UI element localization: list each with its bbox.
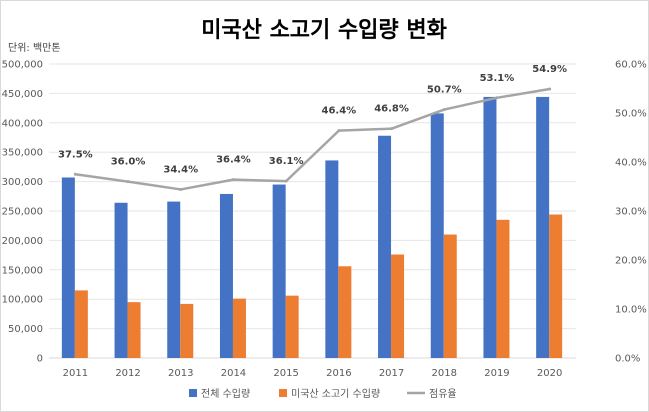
bar-미국산-소고기-수입량-2015	[285, 295, 299, 358]
x-tick-label: 2012	[115, 368, 140, 379]
bar-미국산-소고기-수입량-2014	[232, 298, 246, 358]
y-left-tick-label: 250,000	[2, 207, 43, 218]
x-tick-label: 2018	[432, 368, 457, 379]
y-right-tick-label: 0.0%	[615, 354, 640, 365]
share-point-2019	[495, 96, 499, 100]
share-point-2017	[390, 127, 394, 131]
share-data-label: 50.7%	[427, 85, 462, 96]
legend-swatch	[279, 389, 287, 397]
legend-label: 미국산 소고기 수입량	[291, 387, 380, 400]
share-data-label: 34.4%	[163, 164, 198, 175]
y-left-tick-label: 0	[37, 354, 43, 365]
bar-전체-수입량-2017	[378, 135, 392, 358]
y-right-tick-label: 30.0%	[615, 207, 647, 218]
y-left-tick-label: 300,000	[2, 177, 43, 188]
bar-미국산-소고기-수입량-2013	[180, 303, 194, 358]
x-tick-label: 2017	[379, 368, 404, 379]
x-tick-label: 2019	[484, 368, 509, 379]
share-point-2018	[442, 108, 446, 112]
y-right-tick-label: 20.0%	[615, 256, 647, 267]
share-data-label: 36.0%	[111, 157, 146, 168]
share-line: 37.5% 36.0% 34.4% 36.4% 36.1% 46.4% 46.8% 50.7%…	[58, 64, 567, 191]
y-left-tick-label: 200,000	[2, 236, 43, 247]
bar-전체-수입량-2015	[272, 184, 286, 358]
unit-label: 단위: 백만톤	[8, 41, 61, 54]
share-point-2013	[179, 187, 183, 191]
x-tick-label: 2013	[168, 368, 193, 379]
bar-미국산-소고기-수입량-2018	[443, 234, 457, 358]
y-right-tick-label: 10.0%	[615, 305, 647, 316]
y-axis-left: 0 50,000 100,000 150,000 200,000 250,000 300,0…	[2, 60, 43, 365]
bar-전체-수입량-2020	[536, 96, 550, 358]
x-axis: 2011 2012 2013 2014 2015 2016 2017 2018 2019 2020	[63, 368, 563, 379]
bar-미국산-소고기-수입량-2017	[391, 254, 405, 358]
bar-미국산-소고기-수입량-2016	[338, 266, 352, 358]
share-data-label: 46.8%	[374, 104, 409, 115]
x-tick-label: 2015	[273, 368, 298, 379]
y-left-tick-label: 400,000	[2, 118, 43, 129]
share-point-2020	[548, 87, 552, 91]
share-point-2016	[337, 129, 341, 133]
bar-전체-수입량-2013	[167, 201, 181, 358]
x-tick-label: 2020	[537, 368, 562, 379]
x-tick-label: 2011	[63, 368, 88, 379]
y-axis-right: 0.0% 10.0% 20.0% 30.0% 40.0% 50.0% 60.0%	[615, 60, 647, 365]
share-line-path	[75, 87, 550, 191]
legend-swatch	[189, 389, 197, 397]
share-data-label: 54.9%	[532, 64, 567, 75]
y-left-tick-label: 500,000	[2, 60, 43, 71]
chart-title: 미국산 소고기 수입량 변화	[201, 18, 447, 43]
share-data-label: 37.5%	[58, 149, 93, 160]
bar-미국산-소고기-수입량-2020	[549, 214, 563, 358]
bar-미국산-소고기-수입량-2012	[127, 302, 141, 358]
y-right-tick-label: 50.0%	[615, 109, 647, 120]
y-left-tick-label: 150,000	[2, 265, 43, 276]
legend-label: 점유율	[429, 388, 457, 400]
share-point-2012	[126, 180, 130, 184]
share-data-label: 36.1%	[269, 156, 304, 167]
y-left-tick-label: 350,000	[2, 148, 43, 159]
bar-전체-수입량-2014	[219, 193, 233, 358]
y-right-tick-label: 60.0%	[615, 60, 647, 71]
y-right-tick-label: 40.0%	[615, 158, 647, 169]
share-point-2011	[73, 172, 77, 176]
bar-전체-수입량-2018	[430, 113, 444, 358]
share-data-label: 53.1%	[480, 73, 515, 84]
share-data-label: 46.4%	[321, 106, 356, 117]
x-tick-label: 2016	[326, 368, 351, 379]
bar-미국산-소고기-수입량-2011	[74, 290, 88, 358]
bar-미국산-소고기-수입량-2019	[496, 219, 510, 358]
share-point-2014	[231, 178, 235, 182]
bar-전체-수입량-2019	[483, 96, 497, 358]
y-left-tick-label: 100,000	[2, 295, 43, 306]
bar-전체-수입량-2011	[61, 177, 75, 358]
share-data-label: 36.4%	[216, 155, 251, 166]
share-point-2015	[284, 179, 288, 183]
bar-전체-수입량-2012	[114, 202, 128, 358]
y-left-tick-label: 50,000	[8, 324, 43, 335]
y-left-tick-label: 450,000	[2, 89, 43, 100]
x-tick-label: 2014	[221, 368, 246, 379]
bars	[61, 96, 563, 358]
legend: 전체 수입량 미국산 소고기 수입량 점유율	[189, 387, 457, 400]
legend-label: 전체 수입량	[201, 387, 250, 400]
bar-전체-수입량-2016	[325, 160, 339, 358]
